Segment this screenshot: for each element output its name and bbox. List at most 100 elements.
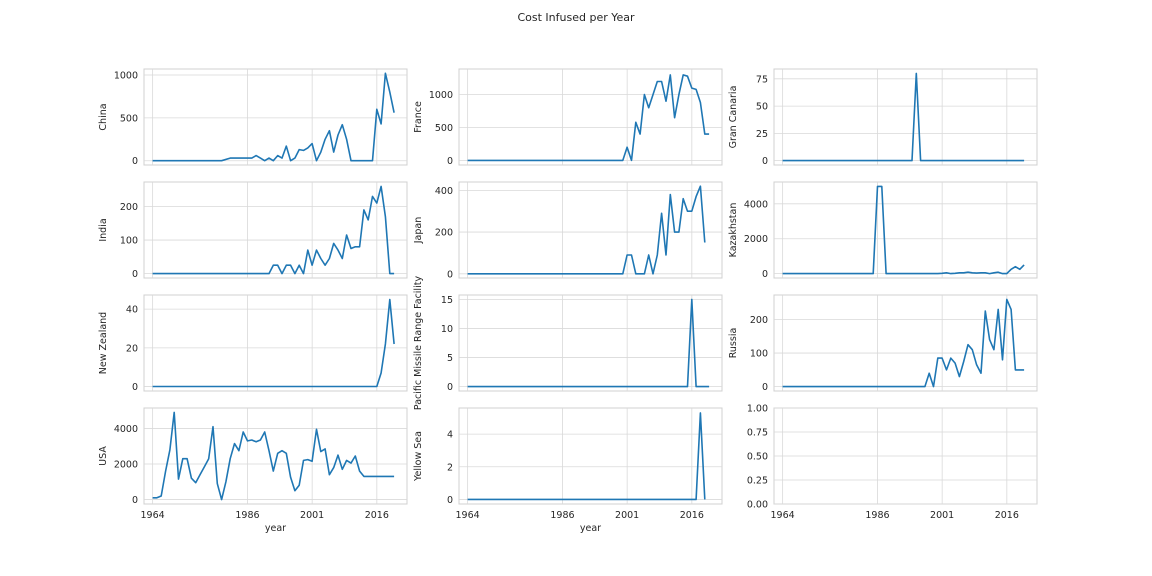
subplot-france: 0 500 1000 France: [413, 68, 723, 167]
x-tick-label: 1964: [771, 510, 795, 521]
y-tick-label: 0.25: [747, 476, 768, 487]
series-line: [467, 412, 706, 501]
y-tick-label: 0: [447, 269, 453, 280]
plot-area: [143, 407, 408, 505]
y-tick-label: 2000: [114, 460, 138, 471]
y-tick-label: 15: [441, 295, 453, 306]
plot-area: [773, 68, 1038, 166]
y-tick-label: 100: [750, 349, 768, 360]
x-tick-label: 1986: [865, 510, 889, 521]
x-tick-label: 2001: [300, 510, 324, 521]
series-line: [152, 72, 395, 162]
y-axis-label: Gran Canaria: [728, 86, 739, 149]
y-tick-label: 0: [447, 495, 453, 506]
y-tick-label: 0: [762, 382, 768, 393]
plot-area: [458, 68, 723, 166]
x-axis-label: year: [265, 523, 286, 534]
x-tick-label: 1986: [235, 510, 259, 521]
series-line: [467, 298, 710, 388]
x-tick-label: 1986: [550, 510, 574, 521]
plot-area: [458, 407, 723, 505]
subplot-pacific-missile-range-facility: 0 5 10 15 Pacific Missile Range Facility: [413, 276, 723, 411]
y-tick-label: 100: [120, 236, 138, 247]
subplot-yellow-sea: 0 2 4 1964 1986 2001 2016 year Yellow Sea: [413, 407, 723, 534]
y-axis-label: India: [98, 218, 109, 241]
y-tick-label: 20: [126, 343, 138, 354]
y-axis-label: New Zealand: [98, 312, 109, 374]
y-tick-label: 40: [126, 305, 138, 316]
y-tick-label: 75: [756, 74, 768, 85]
x-tick-label: 2001: [615, 510, 639, 521]
plot-area: [143, 294, 408, 392]
y-tick-label: 25: [756, 129, 768, 140]
series-line: [152, 185, 395, 275]
y-axis-label: Kazakhstan: [728, 203, 739, 258]
y-tick-label: 2000: [744, 234, 768, 245]
plot-area: [773, 181, 1038, 279]
subplot-india: 0 100 200 India: [98, 181, 408, 280]
subplot-kazakhstan: 0 2000 4000 Kazakhstan: [728, 181, 1038, 280]
subplot-russia: 0 100 200 Russia: [728, 294, 1038, 393]
subplot-china: 0 500 1000 China: [98, 68, 408, 167]
plot-area: [143, 181, 408, 279]
plot-area: [458, 294, 723, 392]
series-line: [152, 298, 395, 388]
y-tick-label: 1000: [114, 71, 138, 82]
y-tick-label: 0.50: [747, 452, 768, 463]
subplot-usa: 0 2000 4000 1964 1986 2001 2016 year USA: [98, 407, 408, 534]
y-tick-label: 0: [762, 269, 768, 280]
y-tick-label: 400: [435, 186, 453, 197]
y-tick-label: 0: [132, 382, 138, 393]
x-tick-label: 1964: [141, 510, 165, 521]
y-tick-label: 0.75: [747, 428, 768, 439]
y-tick-label: 0: [447, 156, 453, 167]
y-tick-label: 0: [132, 156, 138, 167]
x-tick-label: 2016: [680, 510, 704, 521]
y-tick-label: 1.00: [747, 404, 768, 415]
y-tick-label: 2: [447, 462, 453, 473]
y-tick-label: 1000: [429, 90, 453, 101]
plot-area: [143, 68, 408, 166]
y-tick-label: 200: [750, 315, 768, 326]
y-axis-label: Pacific Missile Range Facility: [413, 276, 424, 411]
y-axis-label: China: [98, 103, 109, 130]
x-tick-label: 2001: [930, 510, 954, 521]
y-tick-label: 4000: [114, 424, 138, 435]
y-tick-label: 0: [132, 269, 138, 280]
x-tick-label: 2016: [365, 510, 389, 521]
y-axis-label: USA: [98, 446, 109, 466]
y-axis-label: Japan: [413, 217, 424, 245]
series-line: [467, 185, 706, 275]
y-tick-label: 4: [447, 430, 453, 441]
plot-area: [773, 294, 1038, 392]
x-tick-label: 2016: [995, 510, 1019, 521]
y-tick-label: 5: [447, 353, 453, 364]
subplot-empty: 0.00 0.25 0.50 0.75 1.00 1964 1986 2001 2016: [747, 404, 1038, 521]
y-tick-label: 50: [756, 102, 768, 113]
y-tick-label: 0: [447, 382, 453, 393]
y-tick-label: 500: [435, 123, 453, 134]
plot-area: [458, 181, 723, 279]
series-line: [782, 298, 1025, 388]
y-tick-label: 0: [132, 495, 138, 506]
y-axis-label: France: [413, 101, 424, 133]
figure-title: Cost Infused per Year: [517, 11, 635, 24]
subplot-japan: 0 200 400 Japan: [413, 181, 723, 280]
series-line: [467, 74, 710, 162]
x-tick-label: 1964: [456, 510, 480, 521]
series-line: [782, 185, 1025, 275]
y-axis-label: Russia: [728, 328, 739, 359]
subplot-gran-canaria: 0 25 50 75 Gran Canaria: [728, 68, 1038, 167]
y-tick-label: 200: [120, 202, 138, 213]
y-tick-label: 500: [120, 113, 138, 124]
y-tick-label: 10: [441, 324, 453, 335]
y-tick-label: 200: [435, 228, 453, 239]
y-tick-label: 4000: [744, 199, 768, 210]
x-axis-label: year: [580, 523, 601, 534]
series-line: [152, 411, 395, 501]
y-tick-label: 0.00: [747, 500, 768, 511]
y-tick-label: 0: [762, 156, 768, 167]
series-line: [782, 72, 1025, 162]
